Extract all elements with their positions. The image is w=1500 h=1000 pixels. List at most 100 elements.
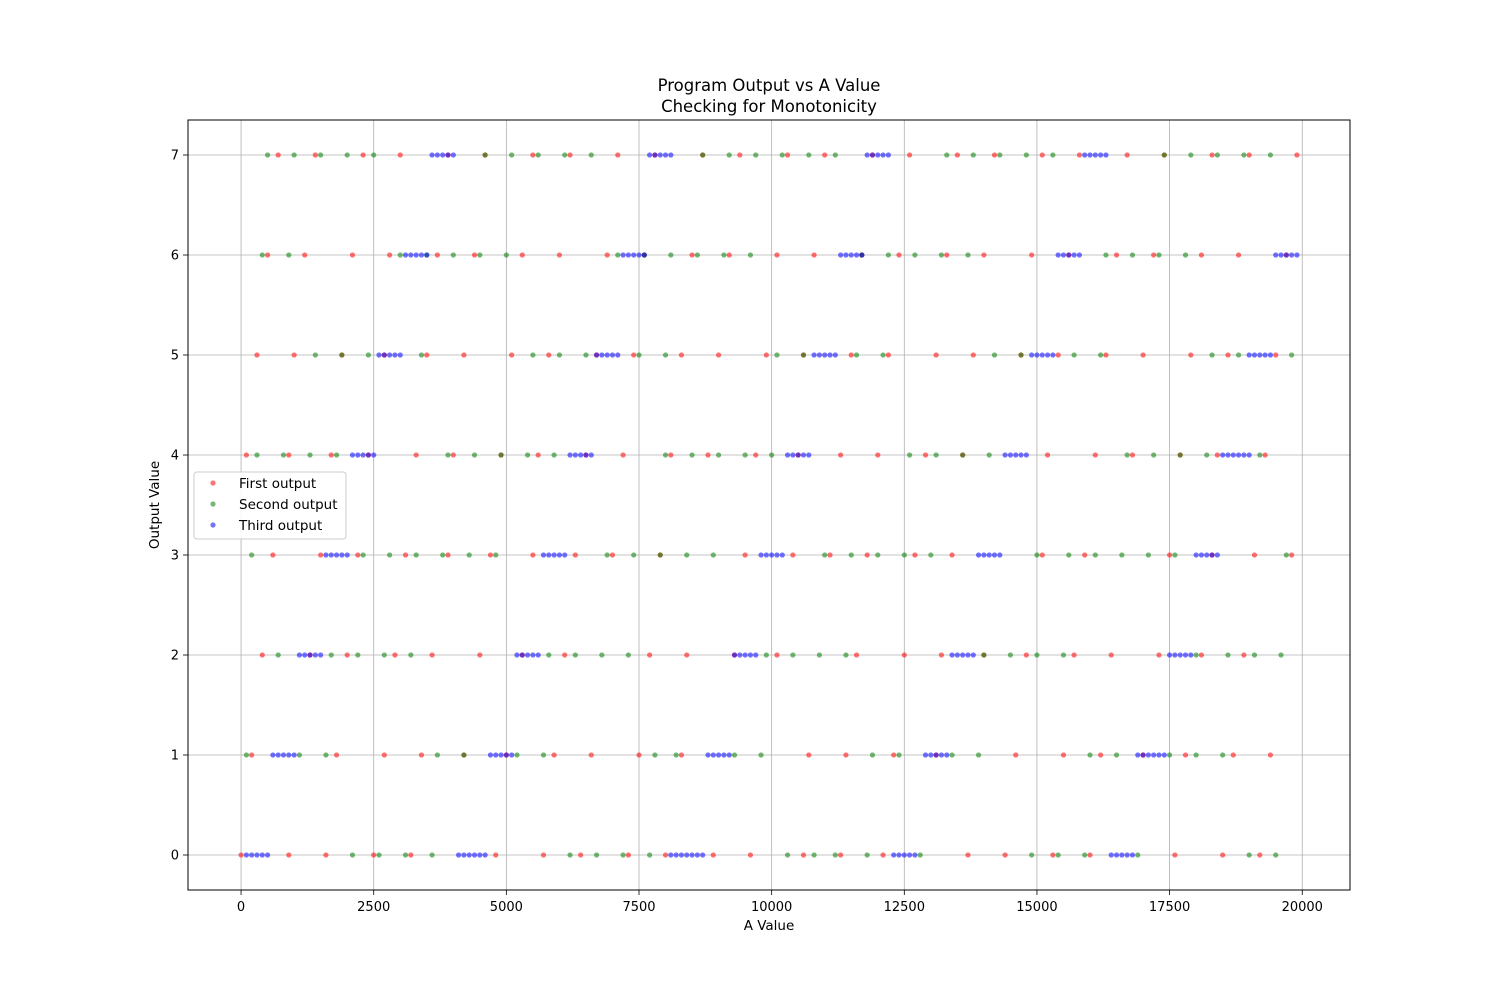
x-axis-label: A Value bbox=[744, 918, 795, 934]
x-tick-label: 7500 bbox=[622, 900, 655, 915]
data-point bbox=[503, 252, 509, 258]
data-point bbox=[323, 852, 329, 858]
data-point bbox=[975, 752, 982, 758]
data-point bbox=[806, 752, 812, 758]
data-point bbox=[806, 152, 812, 158]
data-point bbox=[912, 552, 918, 558]
data-point bbox=[1193, 652, 1199, 658]
data-point bbox=[477, 652, 483, 658]
data-point bbox=[333, 752, 340, 758]
data-point bbox=[1129, 452, 1136, 458]
data-point bbox=[572, 652, 578, 658]
data-point bbox=[991, 152, 998, 158]
data-point bbox=[1151, 752, 1157, 758]
data-point bbox=[493, 852, 499, 858]
data-point bbox=[790, 452, 796, 458]
data-point bbox=[514, 752, 520, 758]
data-point bbox=[434, 152, 440, 158]
data-point bbox=[429, 852, 435, 858]
data-point bbox=[838, 452, 844, 458]
data-point bbox=[413, 252, 419, 258]
data-point bbox=[397, 252, 403, 258]
data-point bbox=[1029, 252, 1035, 258]
data-point bbox=[381, 352, 387, 358]
data-point bbox=[758, 552, 764, 558]
data-point bbox=[471, 252, 478, 258]
y-tick-label: 1 bbox=[171, 749, 179, 764]
data-point bbox=[1018, 352, 1024, 358]
data-point bbox=[243, 452, 249, 458]
y-tick-label: 2 bbox=[171, 649, 179, 664]
data-point bbox=[1283, 552, 1289, 558]
data-point bbox=[1092, 552, 1098, 558]
data-point bbox=[344, 652, 350, 658]
data-point bbox=[1050, 852, 1056, 858]
data-point bbox=[376, 852, 382, 858]
data-point bbox=[1098, 752, 1104, 758]
data-point bbox=[694, 252, 700, 258]
data-point bbox=[578, 852, 584, 858]
data-point bbox=[349, 452, 356, 458]
data-point bbox=[296, 652, 303, 658]
data-point bbox=[1007, 652, 1014, 658]
data-point bbox=[593, 352, 600, 358]
data-point bbox=[838, 252, 844, 258]
data-point bbox=[551, 752, 557, 758]
chart-title-line-1: Program Output vs A Value bbox=[658, 76, 881, 95]
data-point bbox=[668, 152, 674, 158]
data-point bbox=[371, 152, 377, 158]
data-point bbox=[429, 152, 435, 158]
data-point bbox=[387, 252, 393, 258]
data-point bbox=[912, 252, 918, 258]
data-point bbox=[1135, 752, 1141, 758]
data-point bbox=[487, 552, 494, 558]
data-point bbox=[774, 352, 780, 358]
data-point bbox=[944, 252, 950, 258]
data-point bbox=[493, 552, 499, 558]
data-point bbox=[997, 152, 1003, 158]
data-point bbox=[556, 252, 563, 258]
data-point bbox=[1108, 852, 1114, 858]
data-point bbox=[800, 352, 807, 358]
data-point bbox=[710, 852, 716, 858]
data-point bbox=[530, 552, 536, 558]
data-point bbox=[907, 152, 913, 158]
data-point bbox=[1220, 752, 1226, 758]
data-point bbox=[615, 252, 621, 258]
data-point bbox=[418, 252, 425, 258]
data-point bbox=[424, 252, 430, 258]
data-point bbox=[413, 452, 419, 458]
data-point bbox=[461, 752, 467, 758]
data-point bbox=[625, 252, 631, 258]
data-point bbox=[880, 152, 886, 158]
data-point bbox=[238, 852, 244, 858]
data-point bbox=[1198, 552, 1205, 558]
data-point bbox=[763, 352, 769, 358]
data-point bbox=[365, 452, 371, 458]
data-point bbox=[397, 352, 403, 358]
data-point bbox=[1289, 252, 1295, 258]
data-point bbox=[907, 452, 913, 458]
data-point bbox=[843, 652, 849, 658]
data-point bbox=[1060, 252, 1067, 258]
data-point bbox=[1257, 452, 1263, 458]
data-point bbox=[387, 352, 393, 358]
data-point bbox=[535, 152, 541, 158]
data-point bbox=[376, 352, 382, 358]
data-point bbox=[1098, 352, 1104, 358]
data-point bbox=[747, 252, 754, 258]
data-point bbox=[249, 752, 255, 758]
data-point bbox=[700, 852, 706, 858]
data-point bbox=[1060, 652, 1067, 658]
data-point bbox=[960, 452, 966, 458]
data-point bbox=[551, 452, 557, 458]
data-point bbox=[291, 752, 297, 758]
data-point bbox=[323, 552, 329, 558]
data-point bbox=[540, 552, 547, 558]
data-point bbox=[1124, 852, 1130, 858]
data-point bbox=[1225, 352, 1231, 358]
data-point bbox=[1113, 752, 1120, 758]
data-point bbox=[328, 452, 334, 458]
data-point bbox=[387, 552, 393, 558]
data-point bbox=[567, 452, 573, 458]
